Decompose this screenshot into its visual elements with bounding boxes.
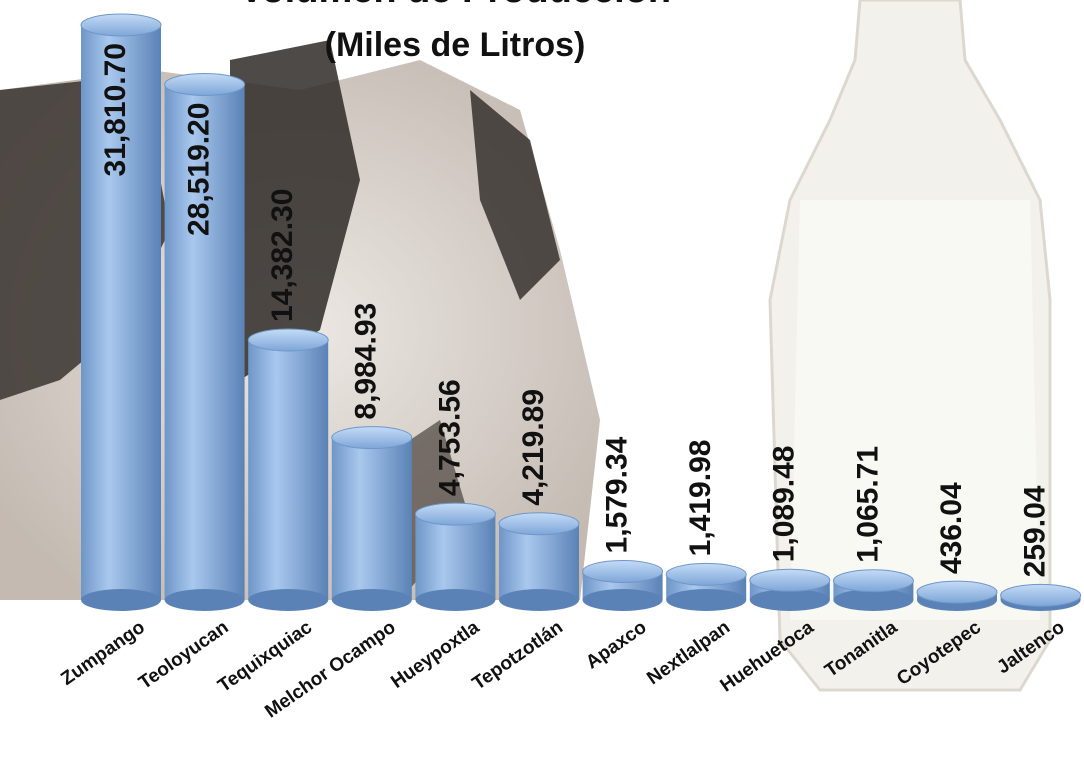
bar-base xyxy=(749,589,830,611)
value-label: 1,419.98 xyxy=(684,440,717,557)
value-label: 1,089.48 xyxy=(768,446,801,563)
bar-top xyxy=(414,502,496,526)
bar-base xyxy=(582,589,663,611)
value-label: 28,519.20 xyxy=(183,102,216,235)
bar-top xyxy=(832,569,914,593)
bar xyxy=(81,25,161,600)
bar-top xyxy=(331,426,413,450)
value-label: 436.04 xyxy=(935,482,968,574)
value-label: 1,579.34 xyxy=(601,436,634,553)
bar xyxy=(248,340,329,600)
bar-base xyxy=(499,589,579,611)
bar-top xyxy=(749,568,831,592)
bar xyxy=(499,523,579,600)
value-label: 31,810.70 xyxy=(99,43,132,176)
value-label: 4,219.89 xyxy=(517,389,550,506)
bar-base xyxy=(81,589,161,611)
bar-top xyxy=(665,562,747,586)
bar-base xyxy=(415,589,496,611)
chart-title: Volumen de Producción xyxy=(239,0,671,11)
bar xyxy=(164,84,245,600)
value-label: 1,065.71 xyxy=(851,446,884,563)
value-label: 259.04 xyxy=(1019,485,1052,577)
bar-base xyxy=(164,589,245,611)
bar-base xyxy=(833,589,914,611)
bar-base xyxy=(666,589,747,611)
bar-top xyxy=(582,559,664,583)
bar-top xyxy=(80,13,162,37)
bar xyxy=(331,437,412,600)
bar-top xyxy=(247,328,329,352)
value-label: 8,984.93 xyxy=(350,303,383,420)
bar-base xyxy=(331,589,412,611)
value-label: 4,753.56 xyxy=(433,379,466,496)
bar-top xyxy=(916,580,998,604)
bar-top xyxy=(164,72,246,96)
bar-top xyxy=(498,512,580,536)
bar-top xyxy=(1000,583,1082,607)
bar xyxy=(415,514,496,600)
chart-subtitle: (Miles de Litros) xyxy=(325,26,586,64)
bar-base xyxy=(248,589,329,611)
value-label: 14,382.30 xyxy=(266,189,299,322)
